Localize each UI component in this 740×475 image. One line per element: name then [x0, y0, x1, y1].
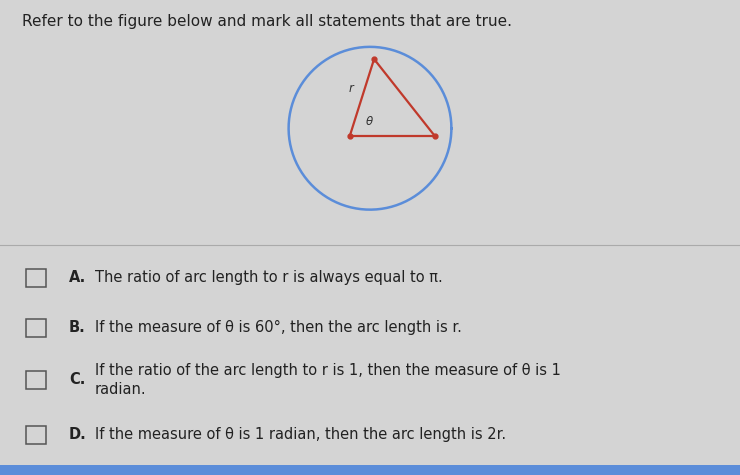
- Bar: [26, 426, 46, 444]
- Text: r: r: [349, 82, 353, 95]
- Text: The ratio of arc length to r is always equal to π.: The ratio of arc length to r is always e…: [95, 270, 443, 285]
- Text: A.: A.: [69, 270, 86, 285]
- Text: C.: C.: [69, 372, 85, 388]
- Text: θ: θ: [366, 115, 373, 128]
- Text: If the measure of θ is 60°, then the arc length is r.: If the measure of θ is 60°, then the arc…: [95, 320, 462, 335]
- Text: D.: D.: [69, 427, 87, 442]
- Text: If the ratio of the arc length to r is 1, then the measure of θ is 1
radian.: If the ratio of the arc length to r is 1…: [95, 363, 561, 397]
- Bar: [26, 269, 46, 287]
- Bar: [26, 319, 46, 337]
- Text: If the measure of θ is 1 radian, then the arc length is 2r.: If the measure of θ is 1 radian, then th…: [95, 427, 506, 442]
- Text: B.: B.: [69, 320, 86, 335]
- Text: Refer to the figure below and mark all statements that are true.: Refer to the figure below and mark all s…: [22, 14, 512, 29]
- Bar: [0, 465, 740, 475]
- Bar: [26, 371, 46, 389]
